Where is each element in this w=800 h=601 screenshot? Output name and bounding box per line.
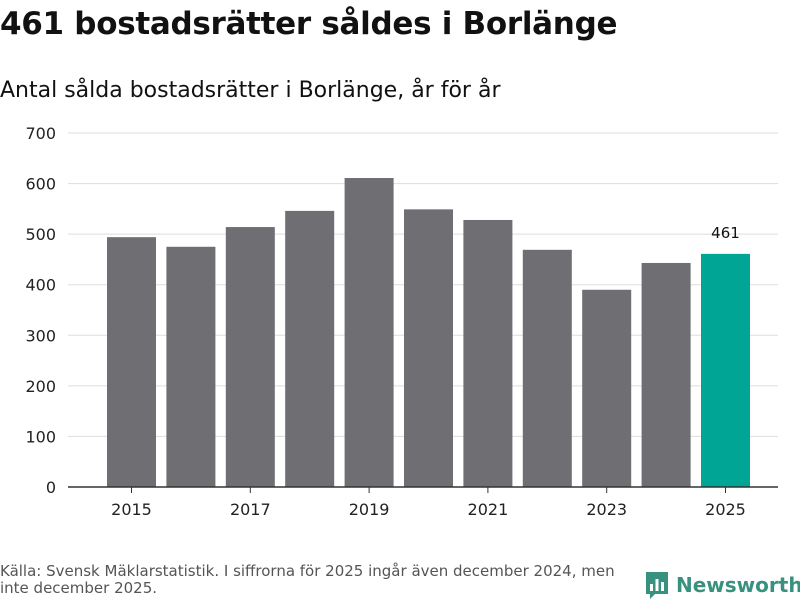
- bar-2018: [285, 210, 335, 487]
- y-tick-label: 700: [25, 124, 56, 143]
- chart-title: 461 bostadsrätter såldes i Borlänge: [0, 6, 618, 42]
- x-tick-label: 2023: [586, 500, 627, 519]
- y-tick-label: 0: [46, 478, 56, 497]
- bar-2021: [463, 219, 513, 488]
- x-tick-label: 2025: [705, 500, 746, 519]
- y-tick-label: 200: [25, 377, 56, 396]
- bar-2020: [404, 209, 453, 487]
- newsworthy-logo-icon: [646, 572, 668, 599]
- bar-2025: [701, 253, 750, 487]
- y-tick-label: 300: [25, 326, 56, 345]
- bar-2017: [225, 227, 275, 487]
- x-tick-label: 2017: [230, 500, 271, 519]
- bar-2022: [522, 249, 572, 487]
- bar-2024: [641, 262, 691, 487]
- x-tick-label: 2015: [111, 500, 152, 519]
- bar-2016: [166, 246, 216, 487]
- y-tick-label: 500: [25, 225, 56, 244]
- y-tick-label: 100: [25, 427, 56, 446]
- newsworthy-logo-text: Newsworthy: [676, 573, 800, 597]
- y-tick-label: 600: [25, 175, 56, 194]
- bar-2019: [344, 178, 394, 487]
- chart-subtitle: Antal sålda bostadsrätter i Borlänge, år…: [0, 78, 501, 103]
- x-tick-label: 2021: [468, 500, 509, 519]
- data-label: 461: [711, 224, 740, 242]
- source-note: Källa: Svensk Mäklarstatistik. I siffror…: [0, 562, 615, 597]
- newsworthy-logo: Newsworthy: [644, 569, 800, 601]
- bar-chart: 0 100 200 300 400 500 600 700 2015 2017 2019 2021 20…: [25, 124, 778, 519]
- x-tick-label: 2019: [349, 500, 390, 519]
- y-tick-label: 400: [25, 276, 56, 295]
- bar-2015: [107, 237, 156, 487]
- bar-2023: [582, 289, 632, 487]
